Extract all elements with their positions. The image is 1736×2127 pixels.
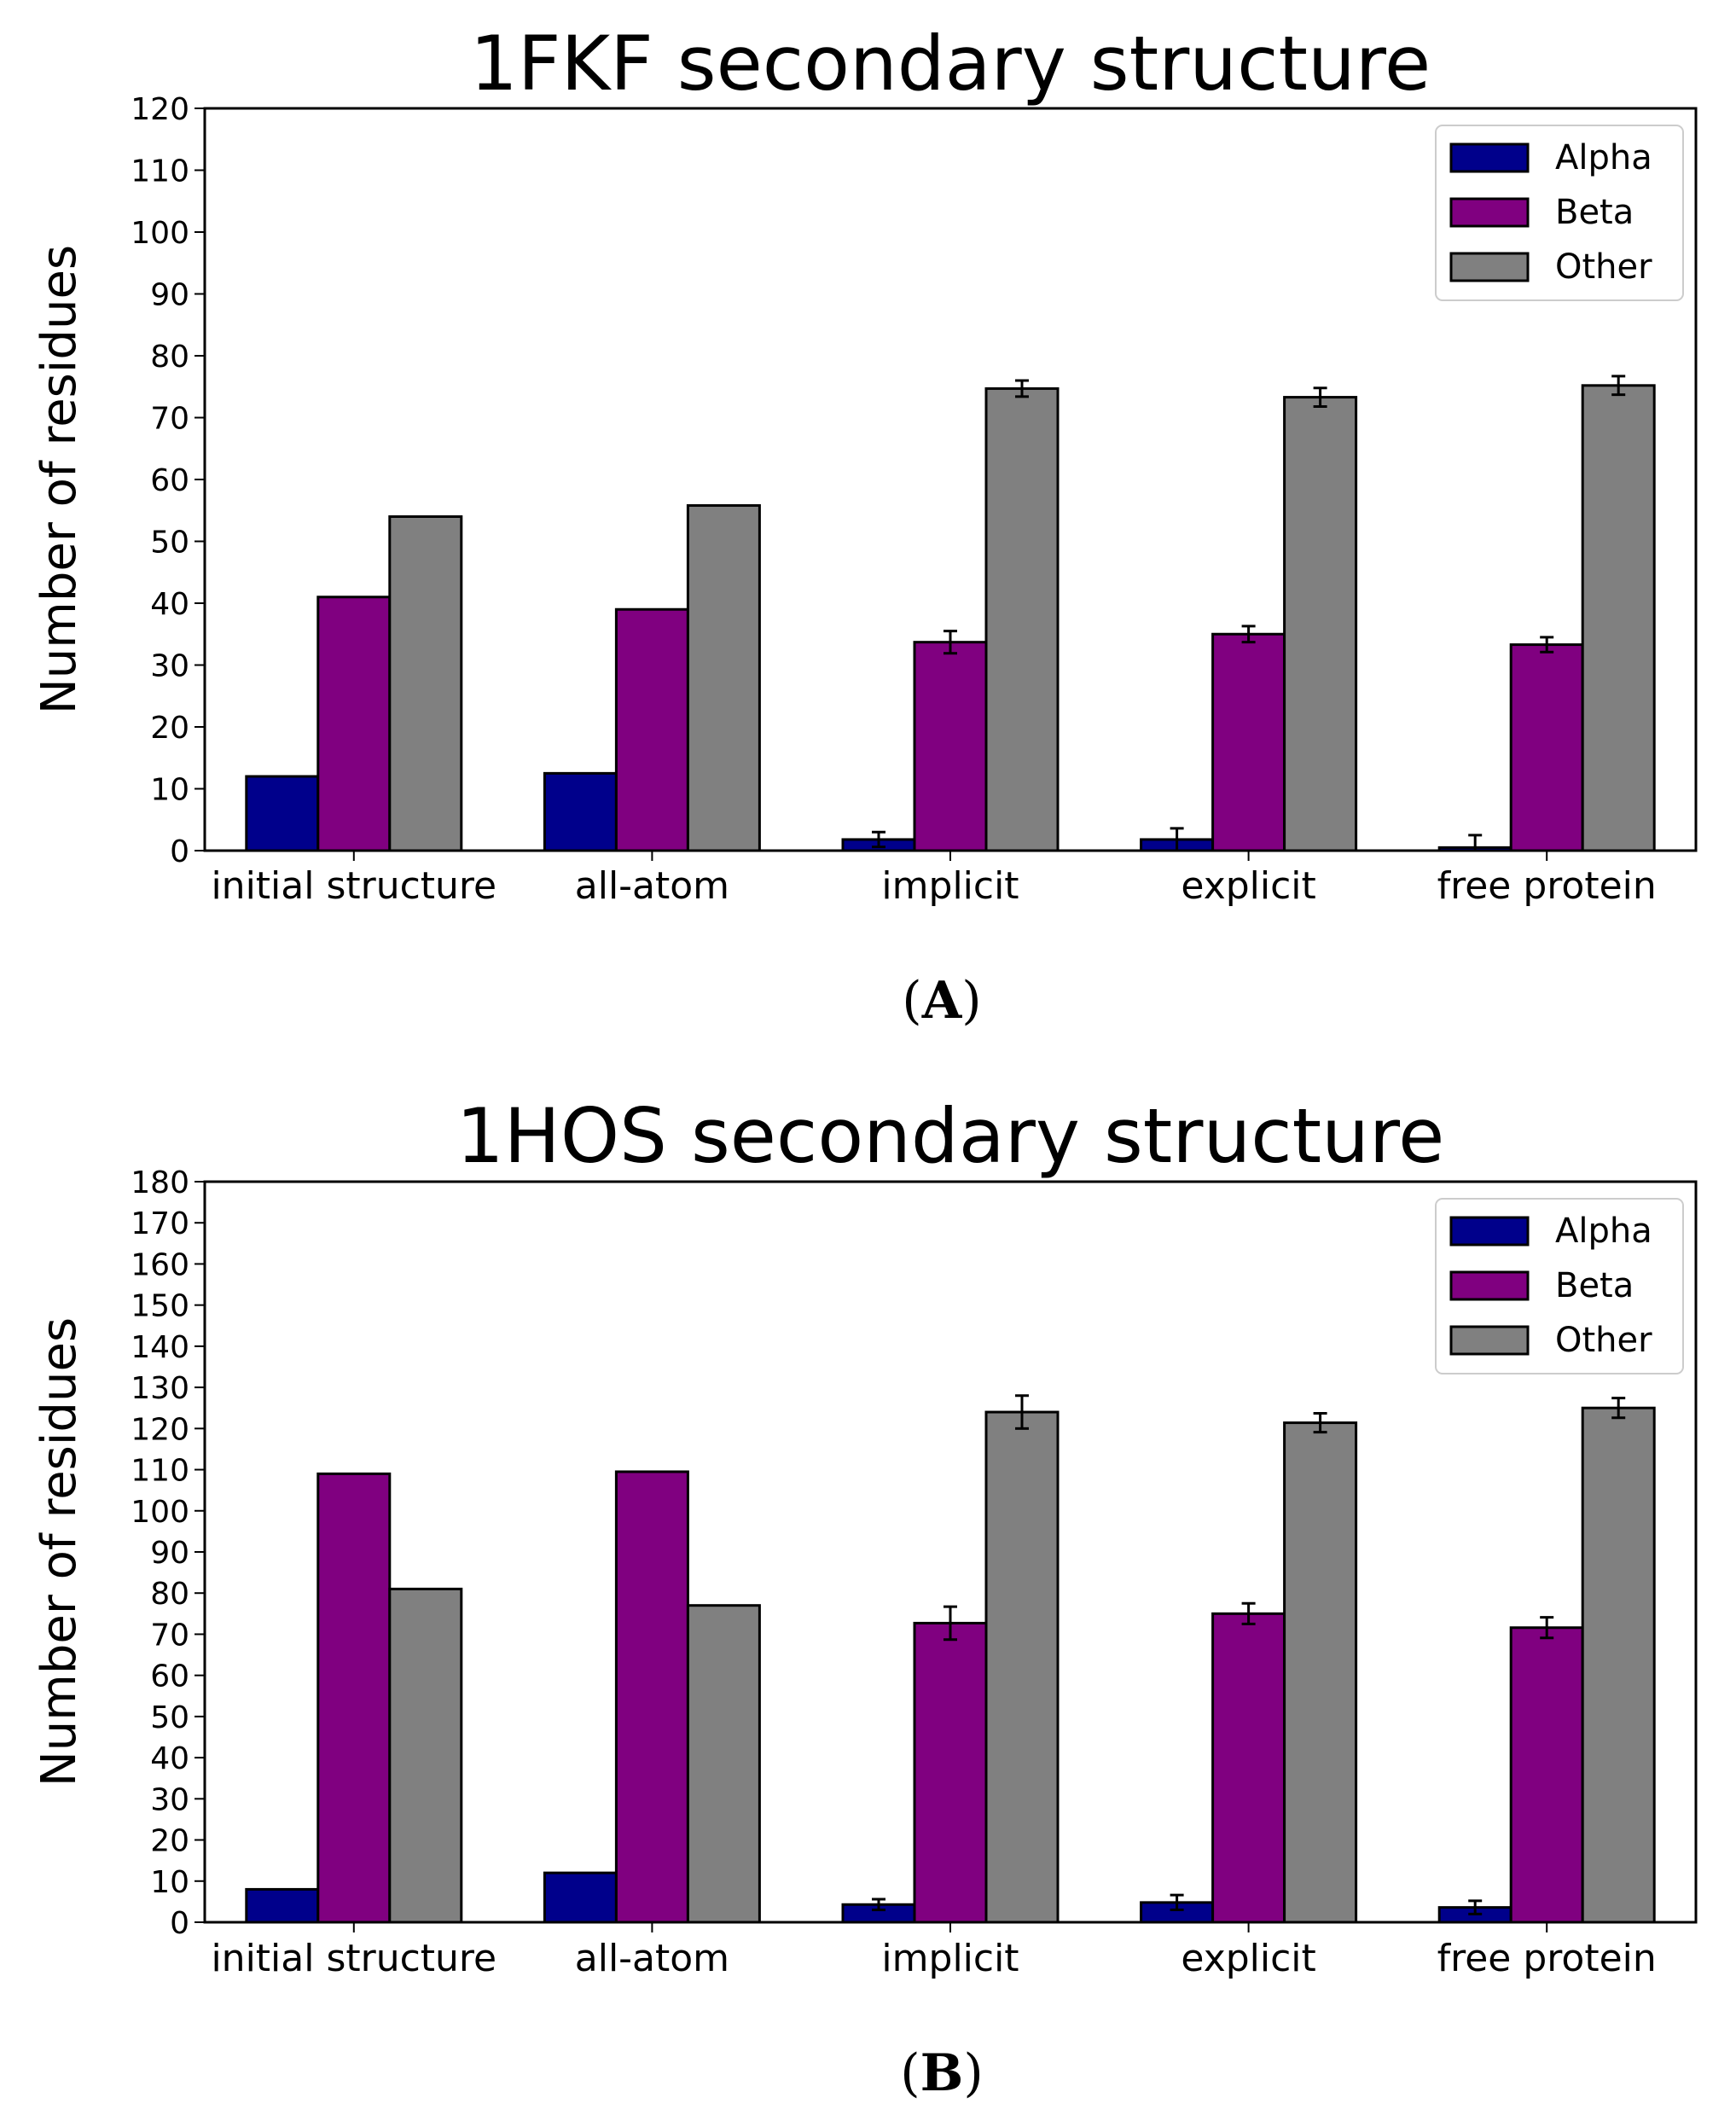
y-tick-label: 130 [131,1371,189,1406]
y-tick-label: 150 [131,1289,189,1324]
bar-other-3 [1283,1421,1358,1924]
x-tick-label: explicit [1181,864,1315,908]
panel-label: (B) [900,2043,984,2103]
legend-swatch-alpha [1449,142,1530,173]
legend-label-other: Other [1555,247,1652,287]
y-tick-label: 40 [150,1741,189,1776]
bar-beta-3 [1211,1612,1286,1924]
x-tick-label: implicit [881,864,1019,908]
y-tick-label: 20 [150,711,189,746]
chart-panel-1: 1FKF secondary structure 0 10 20 30 40 50 60 70 8… [32,20,1698,1031]
y-tick-label: 70 [150,1618,189,1653]
y-tick-label: 0 [170,834,189,869]
bar-beta-4 [1509,1626,1584,1924]
chart-title: 1HOS secondary structure [456,1092,1445,1180]
y-tick-label: 170 [131,1206,189,1241]
legend-swatch-beta [1449,1270,1530,1301]
bar-beta-3 [1211,632,1286,852]
y-tick-label: 100 [131,216,189,251]
y-tick-label: 10 [150,1865,189,1900]
bar-other-2 [984,386,1060,852]
legend-label-alpha: Alpha [1555,138,1652,177]
panel-label: (A) [902,971,981,1031]
x-tick-label: all-atom [575,1937,729,1980]
y-tick-label: 30 [150,1782,189,1817]
legend-label-other: Other [1555,1321,1652,1360]
legend-label-beta: Beta [1555,193,1634,232]
y-tick-label: 30 [150,649,189,684]
y-axis-label: Number of residues [32,1317,87,1787]
bar-other-4 [1581,384,1656,852]
y-tick-label: 110 [131,1454,189,1489]
y-tick-label: 40 [150,587,189,622]
bar-other-3 [1283,396,1358,852]
y-tick-label: 90 [150,1536,189,1571]
y-tick-label: 80 [150,340,189,375]
y-tick-label: 0 [170,1906,189,1941]
legend: Alpha Beta Other [1435,125,1684,301]
bar-alpha-0 [245,1887,320,1924]
x-tick-label: all-atom [575,864,729,908]
bar-other-1 [686,503,761,852]
bar-beta-2 [913,641,988,852]
chart-title: 1FKF secondary structure [470,20,1431,108]
bar-other-1 [686,1604,761,1924]
y-tick-label: 20 [150,1824,189,1859]
bar-alpha-0 [245,775,320,852]
plot-frame [203,107,1698,852]
x-tick-label: initial structure [211,864,496,908]
bar-other-0 [388,515,463,852]
bar-other-4 [1581,1406,1656,1924]
legend-label-alpha: Alpha [1555,1212,1652,1251]
y-tick-label: 60 [150,1659,189,1694]
legend-swatch-other [1449,1325,1530,1356]
y-tick-label: 120 [131,1412,189,1447]
y-tick-label: 70 [150,402,189,437]
x-tick-label: free protein [1437,1937,1657,1980]
y-tick-label: 180 [131,1165,189,1200]
bar-alpha-1 [543,771,618,852]
y-axis-label: Number of residues [32,245,87,714]
bar-beta-2 [913,1621,988,1924]
y-tick-label: 110 [131,154,189,189]
legend-swatch-other [1449,252,1530,282]
bar-beta-1 [614,607,689,852]
bar-beta-1 [614,1470,689,1924]
y-tick-label: 50 [150,526,189,561]
x-tick-label: initial structure [211,1937,496,1980]
legend-label-beta: Beta [1555,1266,1634,1305]
x-tick-label: free protein [1437,864,1657,908]
panel-letter: B [920,2043,964,2103]
bar-beta-4 [1509,643,1584,852]
chart-panel-2: 1HOS secondary structure 0 10 20 30 40 50 60 70 8… [32,1092,1698,2103]
legend-swatch-alpha [1449,1216,1530,1247]
y-tick-label: 10 [150,773,189,808]
bar-other-2 [984,1410,1060,1924]
y-tick-label: 120 [131,92,189,127]
y-tick-label: 160 [131,1247,189,1282]
x-tick-label: implicit [881,1937,1019,1980]
bar-other-0 [388,1587,463,1924]
x-tick-label: explicit [1181,1937,1315,1980]
legend: Alpha Beta Other [1435,1198,1684,1374]
plot-frame [203,1180,1698,1924]
y-tick-label: 100 [131,1495,189,1530]
legend-swatch-beta [1449,197,1530,228]
bar-alpha-1 [543,1871,618,1924]
y-tick-label: 90 [150,278,189,313]
y-tick-label: 50 [150,1700,189,1735]
panel-letter: A [921,971,963,1031]
bar-beta-0 [316,1472,392,1924]
y-tick-label: 60 [150,463,189,498]
y-tick-label: 80 [150,1577,189,1612]
y-tick-label: 140 [131,1330,189,1365]
bar-beta-0 [316,596,392,852]
